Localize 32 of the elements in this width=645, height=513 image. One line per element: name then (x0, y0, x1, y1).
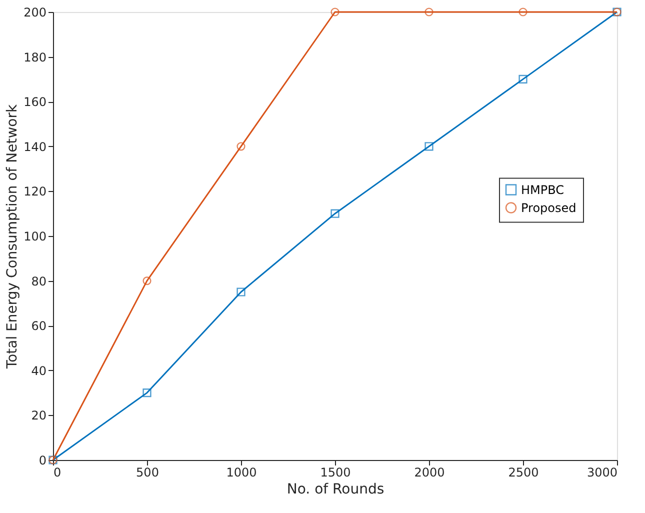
y-tick-label: 160 (24, 95, 46, 110)
point (330, 8, 340, 16)
point (142, 276, 152, 286)
legend-label: Proposed (521, 200, 576, 215)
x-tick-label: 3000 (586, 466, 618, 480)
y-axis-title: Total Energy Consumption of Network (4, 104, 21, 370)
x-tick-label: 500 (136, 466, 159, 480)
y-tick-label: 140 (24, 140, 46, 154)
y-tick-label: 0 (38, 454, 46, 468)
x-tick-label: 1000 (226, 466, 257, 480)
point (424, 8, 434, 16)
point (236, 142, 246, 151)
x-axis-title: No. of Rounds (286, 482, 384, 498)
y-tick-label: 120 (24, 184, 46, 199)
y-tick-label: 40 (31, 364, 46, 378)
x-tick-label: 0 (54, 466, 62, 480)
point (330, 209, 340, 218)
y-tick-label: 80 (31, 274, 46, 288)
y-tick-label: 200 (24, 6, 46, 20)
point (518, 8, 528, 16)
point (424, 142, 434, 151)
y-tick-label: 100 (24, 230, 46, 244)
x-tick-label: 2000 (414, 466, 445, 480)
point (236, 288, 246, 296)
y-tick-label: 180 (24, 50, 46, 64)
x-tick-label: 2500 (508, 466, 539, 480)
point (142, 388, 152, 398)
x-tick-label: 1500 (320, 466, 351, 480)
point (518, 74, 528, 84)
y-tick-label: 20 (31, 408, 46, 423)
legend-label: HMPBC (521, 182, 564, 197)
y-tick-label: 60 (31, 319, 46, 334)
